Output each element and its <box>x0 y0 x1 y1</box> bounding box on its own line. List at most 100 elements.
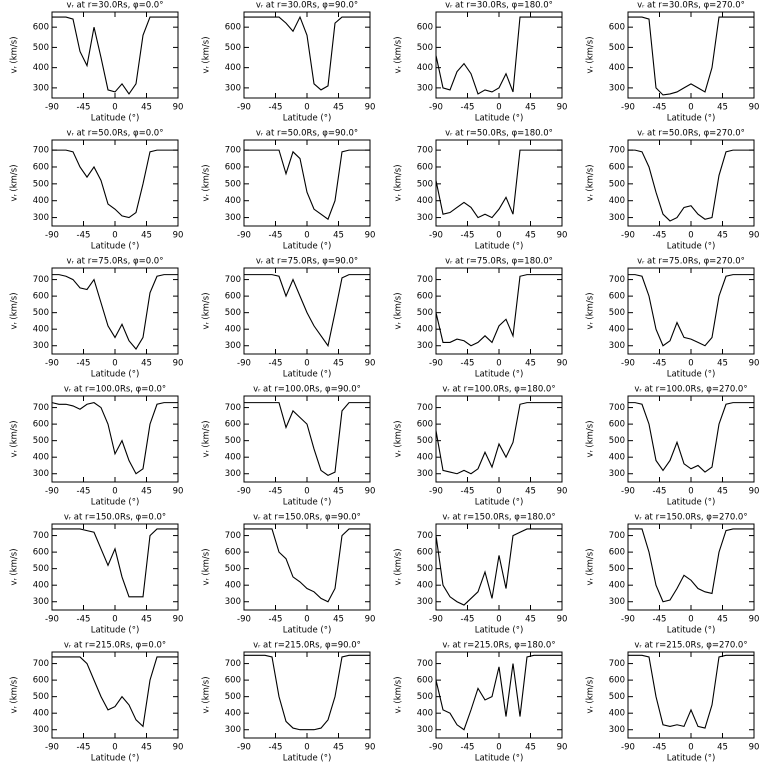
x-tick-label: 90 <box>749 487 760 497</box>
y-axis-label: vᵣ (km/s) <box>586 164 596 201</box>
x-tick-label: 45 <box>333 231 344 241</box>
x-tick-label: -90 <box>237 359 251 369</box>
x-tick-label: 45 <box>525 103 536 113</box>
x-tick-label: 0 <box>304 359 309 369</box>
data-line <box>628 149 754 222</box>
y-axis-label: vᵣ (km/s) <box>202 164 212 201</box>
x-tick-label: 45 <box>141 615 152 625</box>
x-tick-label: 0 <box>112 743 117 753</box>
y-tick-label: 400 <box>33 453 49 463</box>
x-tick-label: -90 <box>45 103 59 113</box>
y-tick-label: 700 <box>225 659 241 669</box>
y-tick-label: 300 <box>225 341 241 351</box>
y-axis-label: vᵣ (km/s) <box>394 548 404 585</box>
y-tick-label: 600 <box>609 162 625 172</box>
x-tick-label: -90 <box>45 487 59 497</box>
y-tick-label: 700 <box>417 403 433 413</box>
x-tick-label: -45 <box>461 743 475 753</box>
chart-title: vᵣ at r=215.0Rs, φ=90.0° <box>253 641 361 651</box>
x-tick-label: -90 <box>429 103 443 113</box>
y-tick-label: 300 <box>33 725 49 735</box>
x-axis-label: Latitude (°) <box>475 754 524 764</box>
x-tick-label: -45 <box>269 487 283 497</box>
y-tick-label: 600 <box>609 548 625 558</box>
y-tick-label: 700 <box>609 659 625 669</box>
y-tick-label: 600 <box>417 162 433 172</box>
x-axis-label: Latitude (°) <box>667 754 716 764</box>
data-line <box>244 149 370 221</box>
chart-title: vᵣ at r=75.0Rs, φ=180.0° <box>445 257 553 267</box>
x-tick-label: 45 <box>141 743 152 753</box>
y-tick-label: 500 <box>33 308 49 318</box>
plot-frame <box>51 267 179 355</box>
x-tick-label: -90 <box>621 743 635 753</box>
y-tick-label: 700 <box>417 531 433 541</box>
x-axis-label: Latitude (°) <box>667 626 716 636</box>
y-tick-label: 300 <box>225 83 241 93</box>
x-tick-label: -90 <box>237 231 251 241</box>
x-tick-label: -45 <box>653 743 667 753</box>
y-axis-label: vᵣ (km/s) <box>586 292 596 329</box>
y-tick-label: 700 <box>33 275 49 285</box>
y-tick-label: 600 <box>33 162 49 172</box>
x-tick-label: 45 <box>333 615 344 625</box>
y-tick-label: 500 <box>225 179 241 189</box>
x-axis-label: Latitude (°) <box>283 370 332 380</box>
y-tick-label: 300 <box>225 213 241 223</box>
y-tick-label: 700 <box>33 659 49 669</box>
y-tick-label: 300 <box>33 83 49 93</box>
y-axis-label: vᵣ (km/s) <box>586 548 596 585</box>
y-tick-label: 400 <box>609 325 625 335</box>
plot-frame <box>627 139 755 227</box>
x-tick-label: -45 <box>77 615 91 625</box>
x-tick-label: -90 <box>621 231 635 241</box>
y-tick-label: 300 <box>33 469 49 479</box>
y-tick-label: 700 <box>225 146 241 156</box>
x-tick-label: 90 <box>173 359 184 369</box>
y-axis-label: vᵣ (km/s) <box>394 420 404 457</box>
y-tick-label: 400 <box>417 196 433 206</box>
x-tick-label: 0 <box>688 231 693 241</box>
x-tick-label: 45 <box>717 103 728 113</box>
y-tick-label: 600 <box>417 548 433 558</box>
y-tick-label: 300 <box>225 725 241 735</box>
data-line <box>435 402 562 475</box>
y-tick-label: 400 <box>417 325 433 335</box>
y-axis-label: vᵣ (km/s) <box>586 420 596 457</box>
chart-title: vᵣ at r=30.0Rs, φ=0.0° <box>67 1 164 11</box>
x-tick-label: -90 <box>237 743 251 753</box>
y-tick-label: 700 <box>609 531 625 541</box>
y-tick-label: 400 <box>225 709 241 719</box>
x-tick-label: -45 <box>461 359 475 369</box>
y-tick-label: 500 <box>609 564 625 574</box>
y-axis-label: vᵣ (km/s) <box>202 36 212 73</box>
x-tick-label: 90 <box>557 103 568 113</box>
x-tick-label: 0 <box>112 487 117 497</box>
y-tick-label: 500 <box>33 692 49 702</box>
x-axis-label: Latitude (°) <box>91 754 140 764</box>
chart-title: vᵣ at r=215.0Rs, φ=270.0° <box>634 641 747 651</box>
x-tick-label: 90 <box>173 231 184 241</box>
y-tick-label: 500 <box>33 179 49 189</box>
data-line <box>435 149 562 219</box>
data-line <box>435 16 562 95</box>
x-axis-label: Latitude (°) <box>91 498 140 508</box>
x-axis-label: Latitude (°) <box>91 114 140 124</box>
y-tick-label: 400 <box>417 453 433 463</box>
plot-frame <box>435 139 563 227</box>
chart-title: vᵣ at r=150.0Rs, φ=0.0° <box>64 513 166 523</box>
x-tick-label: -90 <box>45 231 59 241</box>
chart-title: vᵣ at r=30.0Rs, φ=90.0° <box>256 1 358 11</box>
y-tick-label: 600 <box>417 420 433 430</box>
y-tick-label: 600 <box>33 23 49 33</box>
x-tick-label: -45 <box>77 743 91 753</box>
chart-title: vᵣ at r=215.0Rs, φ=0.0° <box>64 641 166 651</box>
x-axis-label: Latitude (°) <box>283 114 332 124</box>
y-tick-label: 500 <box>33 43 49 53</box>
data-line <box>244 528 370 603</box>
y-tick-label: 300 <box>417 597 433 607</box>
x-tick-label: 90 <box>173 103 184 113</box>
x-tick-label: 45 <box>525 615 536 625</box>
data-line <box>244 274 370 348</box>
x-tick-label: 45 <box>525 359 536 369</box>
